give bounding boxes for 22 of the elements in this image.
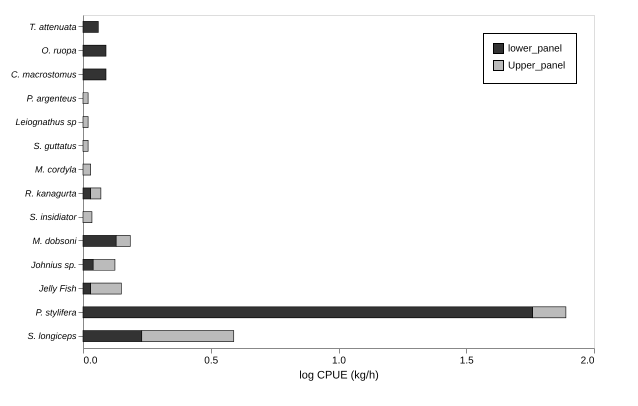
y-tick-label: T. attenuata — [29, 22, 76, 32]
y-tick-label: M. dobsoni — [32, 236, 78, 246]
y-tick-label: Leiognathus sp — [15, 117, 76, 128]
y-tick-label: C. macrostomus — [10, 69, 77, 80]
y-tick-label: M. cordyla — [34, 164, 76, 175]
y-tick-label: S. guttatus — [33, 140, 77, 151]
x-axis-title: log CPUE (kg/h) — [299, 370, 379, 382]
x-tick-label: 1.0 — [332, 356, 346, 366]
x-tick-label: 0.0 — [84, 356, 98, 366]
legend-label: Upper_panel — [508, 60, 566, 72]
y-tick-label: O. ruopa — [41, 46, 76, 56]
x-tick-label: 0.5 — [204, 356, 219, 366]
x-tick-label: 1.5 — [460, 356, 474, 366]
y-tick-label: S. insidiator — [29, 212, 78, 222]
x-tick-label: 2.0 — [580, 356, 595, 366]
y-tick-label: Jelly Fish — [38, 284, 76, 294]
y-tick-label: P. stylifera — [36, 307, 76, 318]
y-tick-label: P. argenteus — [26, 93, 77, 104]
legend-label: lower_panel — [508, 44, 562, 54]
y-tick-label: R. kanagurta — [24, 188, 76, 198]
y-tick-label: Johnius sp. — [30, 260, 76, 270]
y-tick-label: S. longiceps — [27, 331, 77, 342]
